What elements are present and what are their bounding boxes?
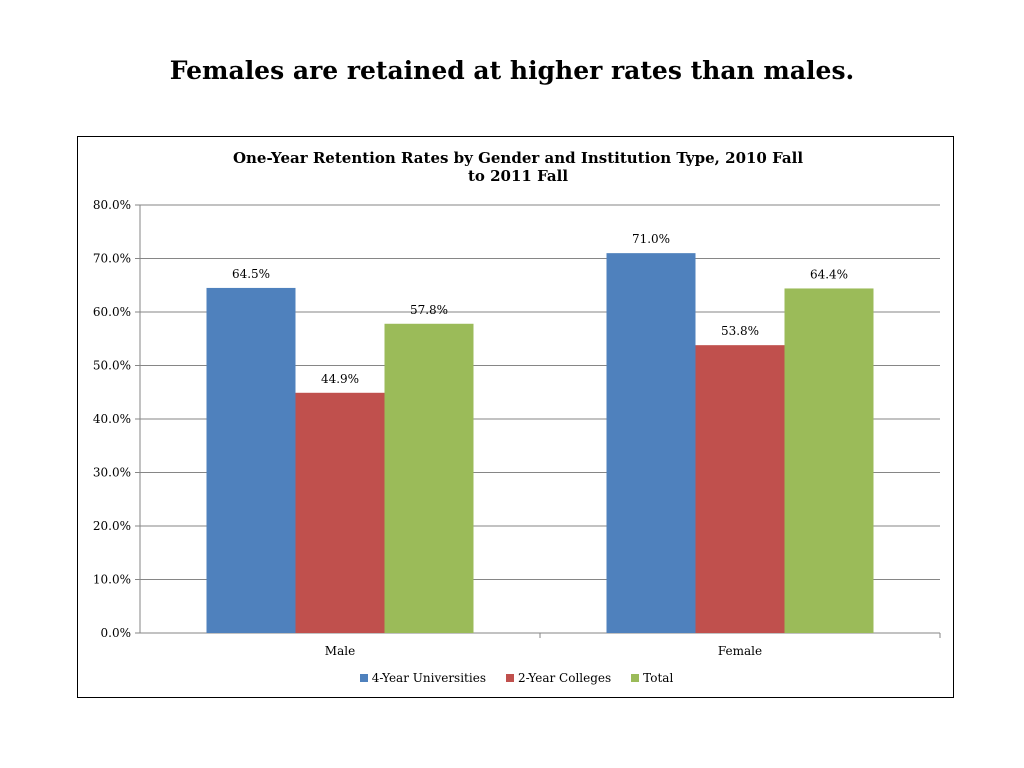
y-tick-label: 70.0% xyxy=(93,252,131,266)
slide-title: Females are retained at higher rates tha… xyxy=(169,56,855,85)
bar xyxy=(206,287,296,633)
y-tick-label: 40.0% xyxy=(93,412,131,426)
data-label: 44.9% xyxy=(321,372,359,386)
bar-chart: 0.0% 10.0% 20.0% 30.0% 40.0% 50.0% 60.0% 70.0% 8… xyxy=(93,198,941,658)
legend-label: Total xyxy=(643,671,674,685)
legend-swatch xyxy=(631,674,640,682)
data-label: 64.5% xyxy=(232,267,270,281)
data-label: 57.8% xyxy=(410,303,448,317)
y-tick-label: 30.0% xyxy=(93,466,131,480)
bar xyxy=(606,253,696,633)
legend-item: Total xyxy=(631,671,673,685)
legend-swatch xyxy=(505,674,514,682)
chart-title: One-Year Retention Rates by Gender and I… xyxy=(232,149,804,185)
y-tick-label: 60.0% xyxy=(93,305,131,319)
legend-label: 2-Year Colleges xyxy=(517,671,612,685)
bar xyxy=(784,288,874,633)
legend-item: 4-Year Universities xyxy=(359,671,486,685)
data-label: 64.4% xyxy=(810,267,848,281)
bar xyxy=(695,345,785,633)
legend-item: 2-Year Colleges xyxy=(505,671,612,685)
data-label: 71.0% xyxy=(632,232,670,246)
bar xyxy=(384,323,474,633)
chart-legend: 4-Year Universities 2-Year Colleges Total xyxy=(78,671,955,685)
legend-label: 4-Year Universities xyxy=(371,671,486,685)
chart-frame: One-Year Retention Rates by Gender and I… xyxy=(77,136,954,698)
y-tick-label: 80.0% xyxy=(93,198,131,212)
x-tick-label: Male xyxy=(325,644,355,658)
y-tick-label: 10.0% xyxy=(93,573,131,587)
bar xyxy=(295,392,385,633)
y-tick-label: 20.0% xyxy=(93,519,131,533)
legend-swatch xyxy=(359,674,368,682)
y-tick-label: 0.0% xyxy=(101,626,132,640)
data-label: 53.8% xyxy=(721,324,759,338)
x-tick-label: Female xyxy=(718,644,762,658)
y-tick-label: 50.0% xyxy=(93,359,131,373)
